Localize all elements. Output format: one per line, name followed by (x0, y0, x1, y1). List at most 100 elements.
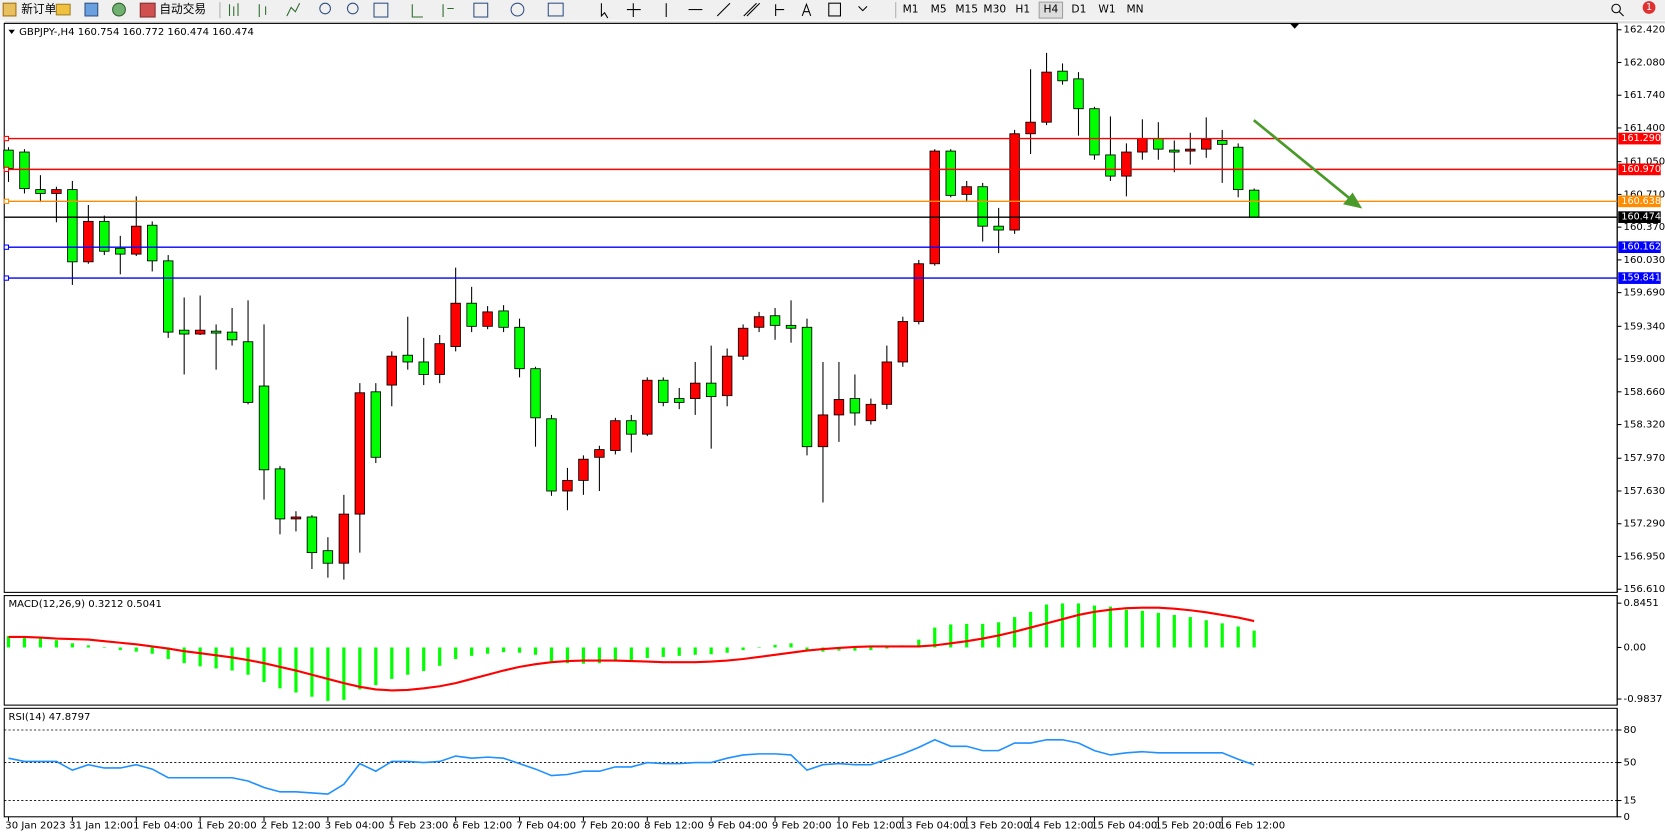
candle-body (322, 550, 334, 564)
channel-icon[interactable] (743, 2, 761, 17)
macd-bar (501, 647, 506, 653)
macd-bar (102, 647, 106, 648)
timeframe-button[interactable]: D1 (1071, 3, 1086, 16)
notification-badge[interactable] (1642, 1, 1656, 14)
new-order-icon[interactable] (2, 2, 17, 17)
x-tick-label: 1 Feb 04:00 (133, 820, 193, 831)
auto-trading-button[interactable]: 自动交易 (159, 2, 206, 16)
y-tick-label: 156.610 (1624, 584, 1665, 595)
panel-title: MACD(12,26,9) 0.3212 0.5041 (9, 599, 162, 610)
timeframe-button[interactable]: M30 (983, 3, 1006, 16)
x-tick-label: 3 Feb 04:00 (325, 820, 385, 831)
candle-body (258, 385, 270, 471)
candle-body (338, 513, 350, 564)
candle-body (1057, 70, 1068, 82)
timeframe-button[interactable]: M5 (931, 3, 947, 16)
rsi-line (8, 738, 1255, 795)
level-label-bg (1618, 211, 1661, 223)
candle-body (1025, 121, 1036, 135)
timeframe-button[interactable]: H4 (1043, 3, 1058, 16)
macd-bar (517, 647, 522, 653)
level-label-bg (1618, 195, 1661, 208)
text-a-icon[interactable] (801, 2, 812, 17)
icon[interactable] (84, 2, 99, 17)
candle-body (1217, 140, 1228, 145)
candle-body (51, 189, 62, 194)
tile-icon[interactable] (373, 2, 389, 18)
candle-body (1201, 139, 1212, 150)
bar-chart-icon[interactable] (228, 3, 239, 16)
y-tick-label: 0.00 (1624, 642, 1646, 653)
macd-bar (310, 647, 314, 697)
y-tick-label: 161.740 (1624, 90, 1665, 101)
macd-bar (965, 623, 969, 648)
candle-body (354, 392, 366, 515)
candle-body (530, 368, 541, 419)
macd-bar (150, 647, 154, 654)
macd-bar (533, 647, 538, 655)
candle-body (386, 355, 397, 386)
fibo-icon[interactable] (775, 4, 785, 16)
candle-body (594, 449, 605, 458)
icon[interactable] (55, 3, 71, 16)
candle-body (178, 329, 190, 335)
candle-body (83, 220, 94, 263)
candle-body (99, 220, 110, 252)
scroll-icon[interactable] (411, 4, 423, 18)
macd-bar (6, 635, 11, 648)
crosshair-icon[interactable] (626, 3, 641, 18)
candle-body (690, 382, 701, 399)
periods-icon[interactable] (510, 2, 525, 17)
macd-bar (725, 647, 729, 653)
candle-body (1185, 148, 1196, 152)
x-tick-label: 5 Feb 23:00 (389, 820, 449, 831)
zoom-in-icon[interactable] (319, 2, 331, 15)
arrow-shaft (1252, 119, 1353, 201)
timeframe-button[interactable]: W1 (1098, 3, 1115, 16)
candle-body (35, 189, 46, 194)
zoom-out-icon[interactable] (346, 2, 359, 15)
line-chart-icon[interactable] (286, 2, 301, 17)
level-handle (3, 244, 10, 250)
search-icon[interactable] (1611, 3, 1621, 14)
trendline-icon[interactable] (716, 2, 731, 17)
candle-icon[interactable] (258, 4, 267, 18)
macd-bar (198, 647, 202, 667)
timeframe-button[interactable]: H1 (1015, 3, 1030, 16)
macd-bar (358, 647, 362, 690)
macd-bar (629, 647, 633, 661)
y-tick-label: 159.000 (1624, 354, 1665, 365)
macd-bar (22, 636, 27, 648)
macd-bar (565, 647, 570, 664)
x-tick-label: 8 Feb 12:00 (644, 820, 704, 831)
macd-bar (374, 647, 378, 686)
timeframe-button[interactable]: M1 (903, 3, 919, 16)
macd-bar (118, 647, 122, 651)
candle-body (849, 398, 861, 414)
candle-body (1089, 108, 1100, 156)
timeframes: M1 M5 M15 M30 H1 H4 D1 W1 MN (903, 1, 1144, 19)
macd-bar (677, 647, 681, 656)
shapes-icon[interactable] (858, 6, 868, 12)
panel-title: RSI(14) 47.8797 (9, 712, 91, 723)
macd-bar (1092, 605, 1097, 648)
candle-body (945, 150, 956, 196)
shift-icon[interactable] (442, 4, 454, 18)
timeframe-button[interactable]: M15 (955, 3, 978, 16)
candle-body (769, 315, 781, 326)
level-label: 160.970 (1621, 164, 1660, 175)
candle-body (162, 260, 174, 333)
templates-icon[interactable] (547, 2, 564, 17)
auto-trading-icon[interactable] (139, 2, 156, 18)
indicators-icon[interactable] (473, 2, 489, 18)
label-icon[interactable] (828, 2, 842, 17)
new-order-button[interactable]: 新订单 (21, 2, 56, 16)
icon[interactable] (112, 2, 126, 17)
candle-body (721, 355, 733, 397)
macd-bar (869, 647, 873, 651)
cursor-icon[interactable] (600, 3, 609, 19)
level-handle (3, 166, 10, 173)
timeframe-button[interactable]: MN (1126, 3, 1143, 16)
candle-body (1121, 151, 1132, 177)
search-icon-handle (1618, 11, 1624, 17)
